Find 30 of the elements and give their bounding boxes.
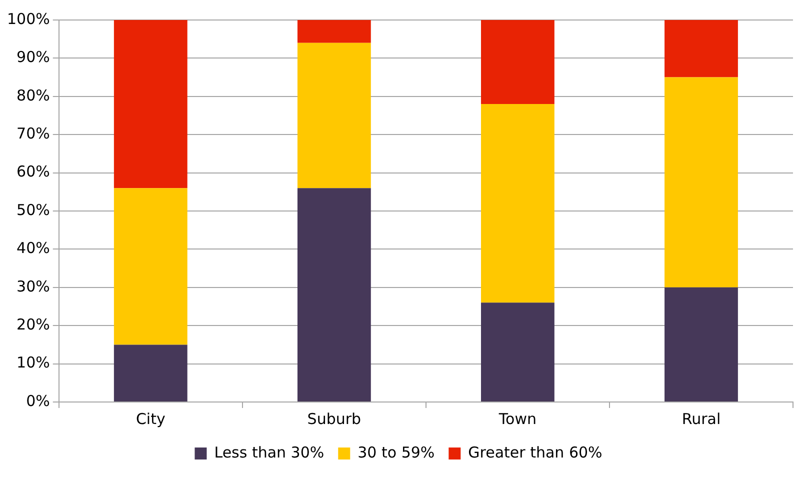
legend-label: Greater than 60% [468,443,602,462]
bar [297,20,371,43]
y-tick-label: 50% [16,200,50,219]
y-tick-label: 80% [16,86,50,104]
y-tick-label: 70% [16,124,50,142]
bar [297,188,371,402]
bar [664,20,738,78]
y-tick-label: 30% [16,277,50,296]
x-tick-label: Suburb [307,410,362,428]
x-tick-label: City [136,410,166,428]
bar [481,20,554,104]
y-tick-label: 90% [16,48,50,66]
bar [481,104,554,303]
bar [664,287,738,402]
y-tick-label: 0% [26,392,50,410]
bar [114,188,188,345]
bar [664,77,738,288]
bar [114,344,188,402]
bar [114,20,188,188]
bar [481,302,554,402]
legend-label: 30 to 59% [358,443,435,462]
x-tick-label: Town [498,410,536,428]
y-tick-label: 60% [16,162,50,181]
legend-label: Less than 30% [214,443,324,462]
y-tick-label: 10% [16,354,50,372]
y-tick-label: 40% [16,239,50,258]
bar [297,42,371,188]
y-tick-label: 20% [16,315,50,334]
x-tick-label: Rural [682,410,721,428]
y-tick-label: 100% [6,10,50,28]
